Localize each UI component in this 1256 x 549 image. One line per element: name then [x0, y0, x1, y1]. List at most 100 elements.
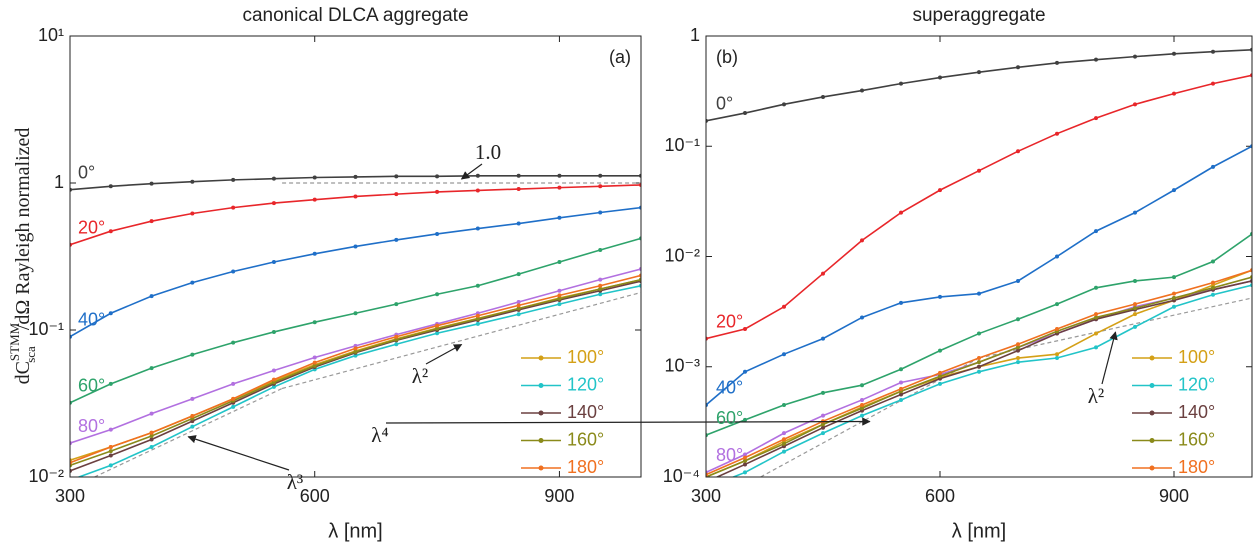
- series-marker: [1094, 285, 1098, 290]
- series-marker: [190, 280, 195, 285]
- series-marker: [860, 402, 864, 407]
- series-marker: [977, 356, 981, 361]
- annotation-arrow: [425, 343, 463, 365]
- axes-frame: [69, 35, 642, 478]
- series-marker: [516, 303, 521, 308]
- series-marker: [1016, 317, 1020, 322]
- legend-label: 160°: [1178, 429, 1215, 449]
- legend-label: 120°: [1178, 374, 1215, 394]
- series-marker: [1094, 57, 1098, 62]
- series-marker: [977, 168, 981, 173]
- series-marker: [475, 316, 480, 321]
- panel-title: superaggregate: [912, 5, 1045, 26]
- series-line: [706, 276, 1252, 477]
- series-marker: [394, 302, 399, 307]
- series-marker: [1094, 229, 1098, 234]
- series-marker: [1211, 49, 1215, 54]
- series-marker: [1172, 296, 1176, 301]
- series-marker: [860, 88, 864, 93]
- series-marker: [743, 462, 747, 467]
- series-marker: [977, 369, 981, 374]
- series-marker: [435, 326, 440, 331]
- series-marker: [312, 355, 317, 360]
- series-marker: [1094, 312, 1098, 317]
- series-marker: [149, 444, 154, 449]
- series-marker: [598, 210, 603, 215]
- series-marker: [231, 396, 236, 401]
- series-marker: [1172, 291, 1176, 296]
- series-marker: [557, 288, 562, 293]
- series-label: 0°: [78, 162, 95, 182]
- series-label: 20°: [78, 218, 105, 238]
- series-marker: [598, 292, 603, 297]
- legend-label: 180°: [1178, 457, 1215, 477]
- series-marker: [353, 311, 358, 316]
- series-marker: [1055, 131, 1059, 136]
- series-marker: [108, 184, 113, 189]
- series-marker: [782, 402, 786, 407]
- series-marker: [860, 383, 864, 388]
- series-marker: [821, 336, 825, 341]
- legend-marker: [538, 383, 544, 388]
- panel-label: (a): [609, 47, 631, 67]
- y-tick-label: 1: [54, 172, 64, 192]
- annotation-arrow: [187, 435, 290, 471]
- series-marker: [743, 458, 747, 463]
- series-marker: [782, 304, 786, 309]
- series-label: 0°: [716, 94, 733, 114]
- series-marker: [899, 210, 903, 215]
- series-marker: [271, 380, 276, 385]
- y-axis-label: dCSTMMsca/dΩ Rayleigh normalized: [7, 128, 38, 385]
- series-marker: [1016, 345, 1020, 350]
- series-marker: [108, 444, 113, 449]
- series-line: [715, 280, 1252, 477]
- series-label: 60°: [716, 408, 743, 428]
- series-label: 20°: [716, 311, 743, 331]
- series-label: 40°: [78, 309, 105, 329]
- y-tick-label: 10⁻³: [664, 356, 700, 376]
- series-marker: [108, 453, 113, 458]
- y-tick-label: 10⁻⁴: [663, 466, 700, 486]
- series-marker: [598, 283, 603, 288]
- x-axis-label: λ [nm]: [952, 520, 1006, 542]
- y-label-sup: STMM: [7, 322, 22, 361]
- reference-line: [281, 291, 641, 390]
- reference-line: [94, 387, 283, 477]
- annotation-arrow: [385, 417, 871, 426]
- series-marker: [899, 386, 903, 391]
- series-marker: [353, 194, 358, 199]
- series-marker: [149, 430, 154, 435]
- panel-title: canonical DLCA aggregate: [242, 5, 468, 26]
- legend-label: 140°: [1178, 402, 1215, 422]
- series-marker: [743, 417, 747, 422]
- y-tick-label: 10⁻²: [664, 245, 700, 265]
- y-label-sub: sca: [23, 346, 38, 363]
- reference-line: [978, 297, 1252, 359]
- series-marker: [938, 294, 942, 299]
- series-marker: [353, 349, 358, 354]
- series-marker: [821, 271, 825, 276]
- series-marker: [108, 449, 113, 454]
- series-marker: [860, 413, 864, 418]
- series-marker: [271, 329, 276, 334]
- plot-area: [706, 47, 1252, 477]
- series-marker: [899, 392, 903, 397]
- annotation-arrow: [460, 163, 483, 180]
- series-marker: [149, 434, 154, 439]
- series-marker: [821, 94, 825, 99]
- series-marker: [938, 381, 942, 386]
- series-marker: [557, 185, 562, 190]
- series-marker: [743, 369, 747, 374]
- series-marker: [557, 293, 562, 298]
- series-marker: [271, 201, 276, 206]
- series-marker: [435, 292, 440, 297]
- legend-label: 180°: [567, 457, 604, 477]
- series-label: 40°: [716, 378, 743, 398]
- y-tick-label: 1: [690, 25, 700, 45]
- series-marker: [190, 211, 195, 216]
- series-marker: [190, 179, 195, 184]
- series-marker: [271, 176, 276, 181]
- series-marker: [353, 353, 358, 358]
- axes-frame: [705, 35, 1253, 478]
- series-marker: [782, 102, 786, 107]
